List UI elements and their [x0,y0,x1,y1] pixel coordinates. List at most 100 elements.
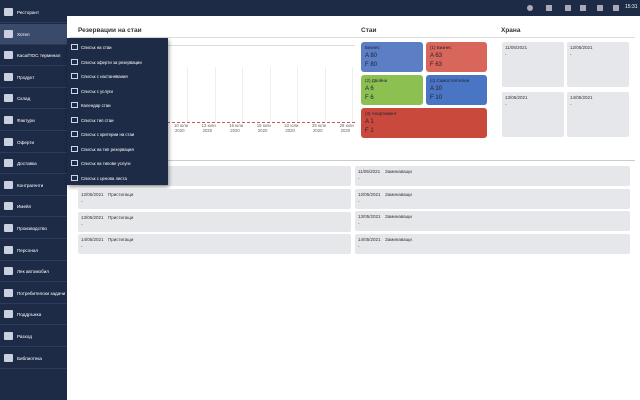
menu-label: Списък с настанявания [81,74,128,79]
sidebar-label: Каса/ПОС терминал [17,53,61,59]
row-label: Заминаващи [385,214,412,219]
tile-free: F 10 [430,95,443,101]
menu-item[interactable]: Списък с настанявания [67,69,168,84]
menu-item[interactable]: Списък с услуги [67,84,168,99]
menu-item[interactable]: Списък на типове услуги [67,156,168,171]
sidebar-label: Поддръжка [17,312,42,318]
menu-item[interactable]: Списък на стаи [67,40,168,55]
sidebar-item[interactable]: Производство [0,218,67,239]
tile-name: (3) Апартамент [365,111,397,116]
sidebar-item[interactable]: Поддръжка [0,304,67,326]
row-date: 11/05/2021 [358,169,381,174]
x-tick-label: 28 юли [339,123,354,128]
row-label: Пристигащи [108,237,134,242]
tile-name: (с) Самостоятелни [430,78,470,83]
sidebar-item[interactable]: Каса/ПОС терминал [0,45,67,67]
icon[interactable] [527,5,533,11]
icon [4,137,13,146]
sidebar-item[interactable]: Контрагенти [0,175,67,196]
grid-line [269,67,271,122]
sidebar-item[interactable]: Библиотека [0,348,67,369]
tile-available: A 1 [365,119,374,125]
sidebar-label: Хотел [17,31,30,37]
icon[interactable] [597,5,603,11]
grid-line [324,67,326,122]
icon[interactable] [565,5,571,11]
menu-item[interactable]: Календар стаи [67,98,168,113]
sidebar-item[interactable]: Разход [0,326,67,347]
menu-label: Списък с ценова листа [81,175,127,181]
sidebar-label: Склад [17,96,31,102]
row-value: - [81,244,83,249]
icon [4,51,13,60]
card-date: 14/05/2021 [570,95,593,100]
icon [71,87,78,94]
sidebar-item[interactable]: Продукт [0,67,67,88]
icon [4,332,13,340]
menu-item[interactable]: Списък с ценова листа [67,171,168,186]
row-value: - [358,198,360,204]
sidebar-label: Ресторант [17,10,40,15]
sidebar-item[interactable]: Имейл [0,196,67,218]
icon [71,44,78,50]
x-tick-label: 2020 [285,128,295,133]
menu-label: Списък с услуги [81,88,113,94]
icon [71,116,78,123]
grid-line [297,67,298,122]
sidebar-item[interactable]: Лек автомобил [0,261,67,283]
chart-line [67,122,355,123]
x-tick-label: 2020 [175,128,185,133]
list-row: 14/05/2021 Заминаващи - [355,233,630,254]
sidebar-label: Персонал [17,247,39,253]
menu-label: Списък на тип резервация [81,146,134,152]
tile-available: A 10 [430,86,443,92]
icon[interactable] [580,5,586,11]
sidebar-item[interactable]: Потребителски задачи [0,283,67,304]
dropdown-menu: Списък на стаи Списък оферти за резерваци… [67,38,168,185]
room-tile[interactable]: (1) Бизнес A 63 F 63 [426,42,487,72]
sidebar-item[interactable]: Фактури [0,110,67,131]
row-value: - [81,199,83,204]
sidebar-item[interactable]: Ресторант [0,2,67,23]
room-tile[interactable]: (3) Апартамент A 1 F 1 [361,108,487,138]
sidebar-item[interactable]: Доставка [0,153,67,175]
sidebar-item[interactable]: Склад [0,88,67,110]
tile-free: F 6 [365,95,374,101]
row-label: Пристигащи [108,192,134,197]
room-tile[interactable]: (с) Самостоятелни A 10 F 10 [426,75,487,105]
menu-item[interactable]: Списък тип стаи [67,113,168,128]
x-tick-label: 2020 [257,128,268,133]
menu-label: Списък тип стаи [81,117,114,123]
room-tile[interactable]: Бизнес A 80 F 80 [361,42,423,72]
x-tick-label: 19 юли [256,123,271,128]
x-tick-label: 2020 [340,128,351,133]
menu-label: Списък на стаи [81,45,112,50]
grid-line [352,67,353,122]
room-tile[interactable]: (2) Двойни A 6 F 6 [361,75,423,105]
card-value: - [505,52,507,57]
menu-item[interactable]: Списък на тип резервация [67,142,168,157]
sidebar-item[interactable]: Хотел [0,23,67,45]
x-tick-label: 10 юли [174,123,189,128]
sidebar-label: Разход [17,334,32,339]
menu-item[interactable]: Списък оферти за резервации [67,55,168,70]
row-label: Пристигащи [108,214,134,220]
tile-free: F 1 [365,128,374,134]
icon [71,58,78,65]
menu-label: Списък с критерии на стаи [81,132,135,137]
icon[interactable] [546,5,552,11]
menu-label: Списък оферти за резервации [81,59,142,65]
icon[interactable] [613,5,619,11]
food-card: 13/05/2021 - [502,92,564,137]
sidebar-item[interactable]: Оферти [0,132,67,153]
icon [4,116,13,124]
food-card: 11/05/2021 - [502,42,564,87]
sidebar-item[interactable]: Персонал [0,240,67,261]
tile-free: F 63 [430,62,443,68]
menu-item[interactable]: Списък с критерии на стаи [67,127,168,142]
sidebar-label: Доставка [17,161,37,167]
icon [4,202,13,211]
row-label: Заминаващи [385,191,412,197]
row-date: 12/05/2021 [81,192,104,197]
